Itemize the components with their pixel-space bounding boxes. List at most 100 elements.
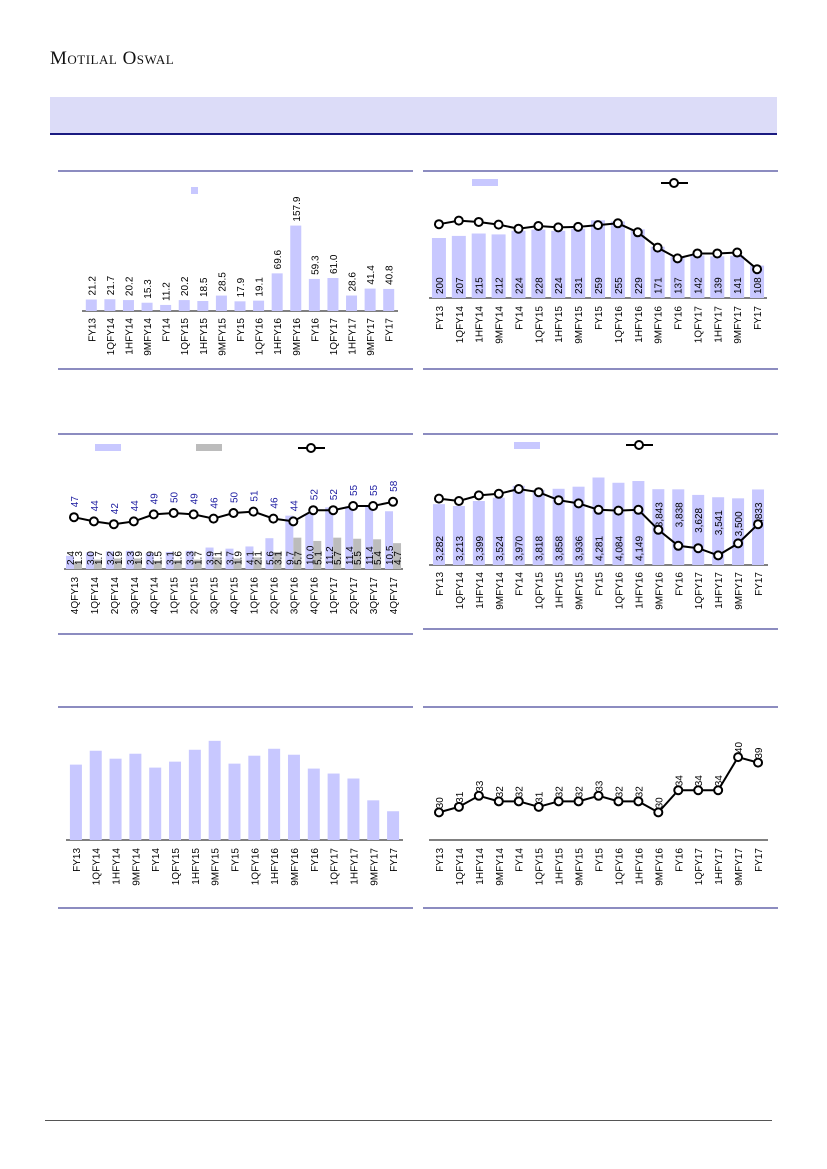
line-marker	[248, 506, 259, 517]
line-marker	[308, 505, 319, 516]
x-tick-label: 9MFY15	[574, 306, 585, 344]
bar	[141, 302, 153, 311]
data-label: 139	[713, 277, 724, 294]
x-tick-label: FY13	[87, 318, 98, 342]
bar	[732, 498, 745, 565]
x-tick-label: 4QFY13	[70, 577, 81, 615]
bar	[632, 481, 645, 565]
data-label: 5.7	[293, 551, 304, 565]
data-label: 108	[753, 277, 764, 294]
legend-marker	[669, 178, 679, 188]
data-label: 3,970	[515, 536, 526, 561]
x-tick-label: FY17	[753, 306, 764, 330]
x-tick-label: FY13	[435, 848, 446, 872]
x-tick-label: 1QFY17	[693, 306, 704, 344]
bar	[307, 768, 320, 840]
bar	[215, 295, 227, 311]
data-label: 18.5	[199, 277, 210, 297]
bar	[531, 229, 546, 298]
x-tick-label: 4QFY15	[230, 577, 241, 615]
x-tick-label: 4QFY16	[309, 577, 320, 615]
data-label: 31	[535, 791, 546, 803]
x-tick-label: 1HFY14	[112, 848, 123, 885]
data-label: 3,818	[535, 536, 546, 561]
x-tick-label: 1QFY16	[614, 306, 625, 344]
data-label: 207	[455, 277, 466, 294]
x-tick-label: 1HFY16	[634, 848, 645, 885]
data-label: 3,399	[475, 536, 486, 561]
bar	[367, 800, 380, 840]
x-tick-label: 9MFY15	[575, 848, 586, 886]
data-label: 229	[634, 277, 645, 294]
line-marker	[693, 785, 704, 796]
data-label: 3.1	[273, 551, 284, 565]
x-tick-label: 3QFY14	[130, 577, 141, 615]
data-label: 32	[575, 786, 586, 798]
bar	[228, 763, 241, 840]
bar-series-1	[205, 547, 214, 569]
line-marker	[188, 509, 199, 520]
bar-series-2	[373, 539, 382, 569]
x-tick-label: 9MFY15	[575, 572, 586, 610]
line-marker	[653, 524, 664, 535]
x-tick-label: FY15	[231, 848, 242, 872]
data-label: 1.7	[194, 551, 205, 565]
data-label: 5.1	[313, 551, 324, 565]
bar	[432, 504, 445, 565]
data-label: 33	[475, 780, 486, 792]
x-tick-label: 1HFY16	[634, 306, 645, 343]
data-label: 3.3	[126, 551, 137, 565]
line-marker	[473, 490, 484, 501]
line-marker	[453, 801, 464, 812]
line-marker	[533, 487, 544, 498]
line-marker	[713, 785, 724, 796]
bar	[491, 234, 506, 298]
bar	[610, 221, 625, 298]
x-tick-label: 9MFY17	[366, 318, 377, 356]
line-marker	[672, 253, 683, 264]
bar-series-2	[253, 557, 262, 569]
x-tick-label: FY17	[754, 572, 765, 596]
line-marker	[612, 218, 623, 229]
data-label: 20.2	[124, 276, 135, 296]
x-tick-label: FY16	[674, 848, 685, 872]
line-marker	[228, 508, 239, 518]
x-tick-label: 4QFY14	[150, 577, 161, 615]
line-marker	[473, 790, 484, 801]
line-label: 49	[150, 493, 161, 505]
chart-1: FY13 1QFY14 1HFY14 9MFY14 FY14 1QFY15 1HFY15 9M…	[58, 170, 413, 370]
data-label: 34	[714, 775, 725, 787]
data-label: 228	[534, 277, 545, 294]
line-marker	[633, 504, 644, 515]
data-label: 3,843	[654, 502, 665, 527]
line-marker	[632, 227, 643, 238]
line-label: 50	[170, 491, 181, 503]
x-tick-label: 1HFY17	[714, 572, 725, 609]
data-label: 3,858	[555, 536, 566, 561]
bar	[712, 497, 725, 565]
bar	[69, 764, 82, 840]
x-tick-label: 1QFY14	[455, 572, 466, 610]
data-label: 3,213	[455, 536, 466, 561]
data-label: 28.6	[348, 272, 359, 292]
x-tick-label: 1QFY17	[694, 848, 705, 886]
x-tick-label: FY14	[162, 318, 173, 342]
x-tick-label: 1HFY15	[199, 318, 210, 355]
x-tick-label: FY16	[674, 306, 685, 330]
line-marker	[388, 496, 399, 507]
data-label: 1.6	[174, 551, 185, 565]
bar-series-2	[73, 561, 82, 569]
x-tick-label: 9MFY17	[734, 848, 745, 886]
data-label: 33	[595, 780, 606, 792]
x-tick-label: 9MFY16	[654, 572, 665, 610]
data-label: 1.9	[114, 551, 125, 565]
legend-marker	[634, 440, 644, 450]
line-marker	[733, 752, 744, 763]
line-marker	[573, 796, 584, 807]
bar	[104, 299, 116, 311]
line-marker	[513, 796, 524, 807]
line-marker	[692, 248, 703, 259]
line-marker	[168, 508, 179, 518]
legend-swatch-bar	[514, 442, 540, 449]
data-label: 1.9	[134, 551, 145, 565]
